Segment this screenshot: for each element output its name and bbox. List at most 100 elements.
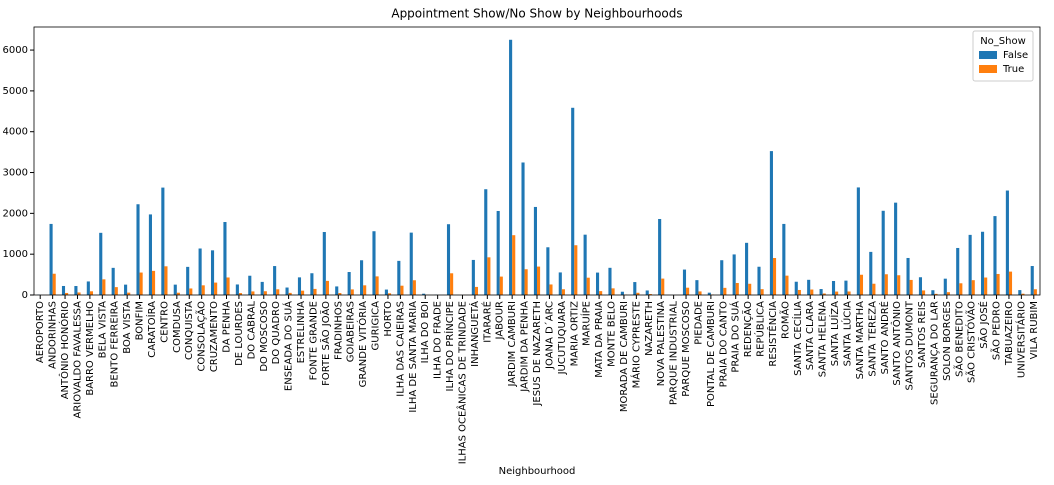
bar xyxy=(384,289,388,295)
x-tick-label: SÃO PEDRO xyxy=(990,301,1003,360)
x-tick-label: ILHAS OCEÂNICAS DE TRINDADE xyxy=(455,301,468,464)
x-tick-label: GOIABEIRAS xyxy=(346,301,357,362)
bar xyxy=(735,282,739,295)
bar xyxy=(471,259,475,295)
bar xyxy=(558,272,562,295)
x-tick-label: INHANGUETÁ xyxy=(468,301,481,367)
bar xyxy=(487,257,491,295)
bar xyxy=(956,247,960,295)
bar xyxy=(732,254,736,295)
bar xyxy=(981,231,985,295)
bar xyxy=(512,235,516,295)
bar xyxy=(797,289,801,295)
y-tick-label: 3000 xyxy=(3,168,28,179)
bar xyxy=(648,294,652,295)
bar xyxy=(198,248,202,295)
bar xyxy=(214,282,218,295)
x-tick-label: MONTE BELO xyxy=(607,301,618,367)
x-tick-label: JARDIM CAMBURI xyxy=(507,301,518,388)
x-tick-label: FONTE GRANDE xyxy=(308,301,319,380)
x-tick-label: BOA VISTA xyxy=(122,301,133,354)
bar xyxy=(422,293,426,295)
x-tick-label: NOVA PALESTINA xyxy=(656,301,667,386)
x-tick-label: DO QUADRO xyxy=(271,301,282,364)
bar xyxy=(521,162,525,295)
y-tick-label: 2000 xyxy=(3,208,28,219)
x-tick-label: ILHA DE SANTA MARIA xyxy=(408,301,419,413)
chart-title: Appointment Show/No Show by Neighbourhoo… xyxy=(391,7,682,21)
bar xyxy=(484,189,488,295)
bar xyxy=(819,289,823,295)
y-tick-label: 1000 xyxy=(3,249,28,260)
x-tick-label: FORTE SÃO JOÃO xyxy=(319,301,332,386)
bar xyxy=(524,269,528,295)
bar xyxy=(151,270,156,295)
plot-frame xyxy=(33,26,1041,296)
bar xyxy=(325,280,329,295)
x-tick-label: JABOUR xyxy=(495,301,506,340)
x-tick-label: SANTA CLARA xyxy=(805,301,816,370)
bar xyxy=(571,107,575,295)
x-tick-label: SÃO BENEDITO xyxy=(952,301,965,377)
bar xyxy=(922,290,926,295)
bar xyxy=(993,216,997,295)
bar xyxy=(400,285,404,295)
bar xyxy=(884,274,888,295)
bar xyxy=(636,292,640,295)
bar xyxy=(769,151,773,295)
bar xyxy=(984,277,988,295)
bar xyxy=(996,273,1000,295)
x-tick-label: JARDIM DA PENHA xyxy=(520,301,531,393)
bar xyxy=(546,247,550,295)
bar xyxy=(397,260,401,295)
bar xyxy=(161,187,165,295)
bar xyxy=(909,279,913,295)
bar xyxy=(226,277,230,295)
bar xyxy=(599,291,603,295)
legend-label: True xyxy=(1002,64,1024,75)
bar xyxy=(210,250,215,295)
bar xyxy=(335,286,339,295)
x-tick-label: DO CABRAL xyxy=(246,301,257,360)
x-tick-label: SANTO ANDRÉ xyxy=(878,301,891,374)
bar xyxy=(785,275,789,295)
bar xyxy=(114,287,118,295)
bar xyxy=(918,277,923,295)
bar xyxy=(934,293,938,295)
bar xyxy=(189,288,193,295)
x-tick-label: MATA DA PRAIA xyxy=(594,301,605,378)
bar xyxy=(139,272,143,295)
x-tick-label: SÃO CRISTÓVÃO xyxy=(965,301,978,383)
x-tick-label: ILHA DO FRADE xyxy=(433,301,444,379)
bar xyxy=(248,275,252,295)
bar xyxy=(313,288,317,295)
bar xyxy=(906,257,910,295)
legend-swatch xyxy=(979,65,997,73)
bar xyxy=(127,292,131,295)
bar xyxy=(474,286,479,295)
bar xyxy=(238,293,243,295)
bar xyxy=(1030,266,1034,295)
bar xyxy=(1033,289,1037,295)
bar xyxy=(595,272,600,295)
bar xyxy=(897,275,901,295)
x-tick-label: HORTO xyxy=(383,301,394,337)
bar xyxy=(931,290,935,295)
bar xyxy=(301,290,305,295)
bar xyxy=(496,210,500,295)
bar xyxy=(574,245,578,295)
x-tick-label: SANTA TEREZA xyxy=(867,301,878,377)
bar xyxy=(847,291,851,295)
bar xyxy=(235,284,239,295)
x-tick-label: COMDUSA xyxy=(172,301,183,353)
x-tick-label: GRANDE VITÓRIA xyxy=(356,301,369,387)
bar xyxy=(263,291,267,295)
bar xyxy=(509,39,513,296)
x-tick-label: DA PENHA xyxy=(222,301,233,353)
legend-label: False xyxy=(1003,50,1028,61)
x-tick-label: JESUS DE NAZARETH xyxy=(532,301,543,407)
x-tick-label: TABUAZEIRO xyxy=(1004,301,1015,366)
bar xyxy=(338,293,342,295)
bar xyxy=(350,289,354,295)
